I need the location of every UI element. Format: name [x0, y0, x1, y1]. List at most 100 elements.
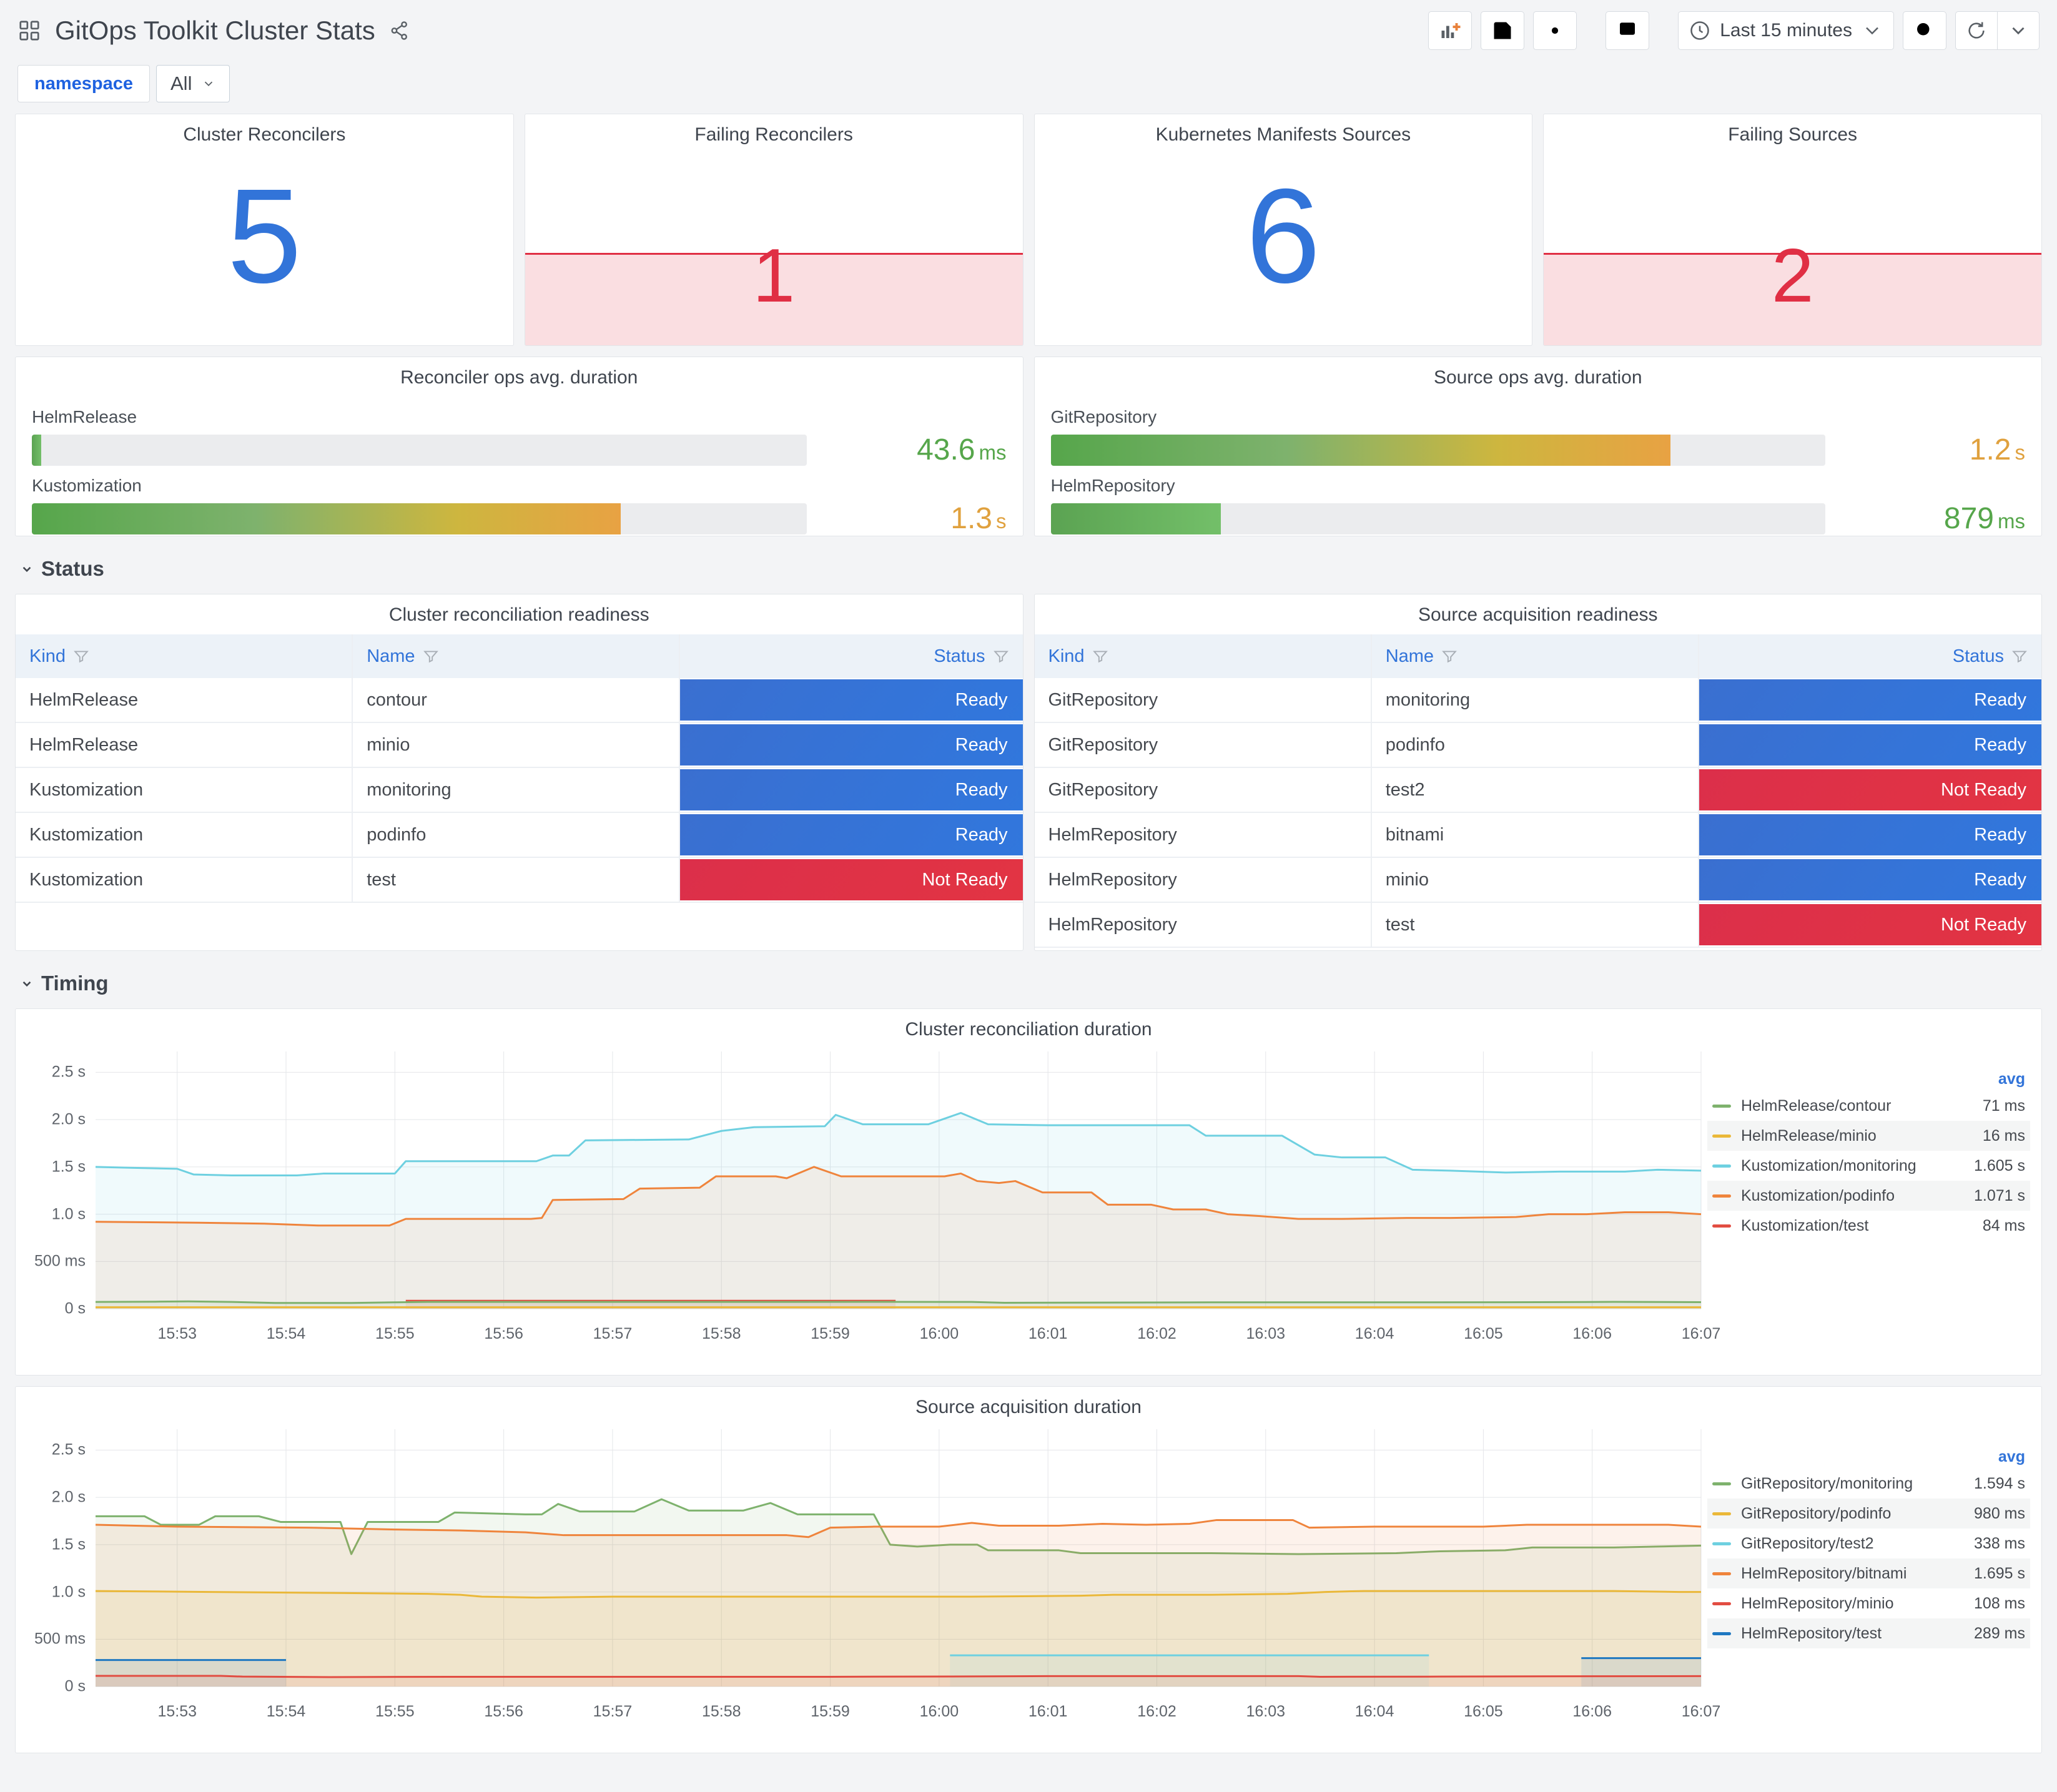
panel-title[interactable]: Cluster reconciliation readiness — [388, 604, 649, 625]
column-header-name[interactable]: Name — [1372, 634, 1699, 678]
filter-icon[interactable] — [993, 648, 1009, 664]
name-cell: podinfo — [353, 813, 681, 857]
filter-icon[interactable] — [2011, 648, 2028, 664]
legend-series-name[interactable]: HelmRepository/bitnami — [1741, 1564, 1907, 1582]
legend-avg-value: 980 ms — [1974, 1504, 2025, 1522]
y-tick-label: 500 ms — [34, 1630, 86, 1648]
legend-row[interactable]: GitRepository/monitoring 1.594 s — [1707, 1469, 2030, 1499]
legend-avg-header[interactable]: avg — [1998, 1070, 2025, 1088]
status-cell: Ready — [680, 723, 1023, 767]
refresh-button[interactable] — [1956, 12, 1997, 49]
time-series-plot[interactable] — [96, 1051, 1701, 1319]
panel-title[interactable]: Cluster Reconcilers — [183, 124, 346, 145]
legend-series-name[interactable]: GitRepository/monitoring — [1741, 1474, 1913, 1492]
filter-icon[interactable] — [1092, 648, 1108, 664]
x-tick-label: 15:58 — [701, 1325, 741, 1342]
column-header-kind[interactable]: Kind — [1035, 634, 1372, 678]
settings-button[interactable] — [1533, 11, 1577, 50]
x-tick-label: 16:05 — [1464, 1325, 1503, 1342]
filter-icon[interactable] — [423, 648, 439, 664]
panel-title[interactable]: Failing Sources — [1728, 124, 1857, 145]
section-row-status[interactable]: Status — [15, 547, 2042, 583]
time-picker-button[interactable]: Last 15 minutes — [1678, 11, 1894, 50]
legend-series-name[interactable]: Kustomization/monitoring — [1741, 1156, 1916, 1174]
legend-avg-value: 1.071 s — [1973, 1186, 2025, 1204]
legend-row[interactable]: GitRepository/test2 338 ms — [1707, 1529, 2030, 1558]
legend-row[interactable]: HelmRepository/bitnami 1.695 s — [1707, 1558, 2030, 1588]
legend-row[interactable]: HelmRepository/test 289 ms — [1707, 1618, 2030, 1648]
legend-avg-header[interactable]: avg — [1998, 1448, 2025, 1465]
tables-row: Cluster reconciliation readiness Kind Nam… — [15, 594, 2042, 951]
legend-row[interactable]: Kustomization/podinfo 1.071 s — [1707, 1181, 2030, 1211]
add-panel-button[interactable] — [1428, 11, 1472, 50]
y-tick-label: 1.5 s — [51, 1535, 86, 1553]
save-dashboard-button[interactable] — [1481, 11, 1525, 50]
namespace-variable-select[interactable]: All — [156, 65, 230, 102]
legend-row[interactable]: HelmRelease/minio 16 ms — [1707, 1121, 2030, 1151]
x-tick-label: 16:03 — [1246, 1325, 1286, 1342]
gauges-row: Reconciler ops avg. duration HelmRelease… — [15, 357, 2042, 536]
legend-swatch — [1712, 1512, 1731, 1515]
legend-row[interactable]: Kustomization/monitoring 1.605 s — [1707, 1151, 2030, 1181]
x-tick-label: 15:55 — [375, 1703, 415, 1720]
x-tick-label: 15:54 — [266, 1325, 306, 1342]
panel-title[interactable]: Kubernetes Manifests Sources — [1155, 124, 1411, 145]
legend-avg-value: 338 ms — [1974, 1534, 2025, 1552]
panel-title[interactable]: Failing Reconcilers — [694, 124, 853, 145]
legend-avg-value: 1.605 s — [1973, 1156, 2025, 1174]
status-badge: Not Ready — [1699, 904, 2041, 945]
y-tick-label: 500 ms — [34, 1252, 86, 1270]
series-line — [96, 1301, 1701, 1302]
panel-title[interactable]: Source ops avg. duration — [1433, 367, 1642, 388]
legend-row[interactable]: HelmRelease/contour 71 ms — [1707, 1091, 2030, 1121]
legend-series-name[interactable]: HelmRelease/contour — [1741, 1096, 1892, 1115]
filter-icon[interactable] — [73, 648, 89, 664]
x-tick-label: 16:01 — [1028, 1325, 1068, 1342]
table-row: GitRepository test2 Not Ready — [1034, 768, 2041, 813]
y-tick-label: 2.0 s — [51, 1110, 86, 1128]
stat-panel-failing-sources: Failing Sources 2 — [1543, 114, 2042, 346]
column-header-status[interactable]: Status — [680, 634, 1022, 678]
stat-value: 5 — [227, 160, 302, 311]
kind-cell: GitRepository — [1035, 678, 1372, 722]
legend-row[interactable]: GitRepository/podinfo 980 ms — [1707, 1499, 2030, 1529]
panel-title[interactable]: Reconciler ops avg. duration — [400, 367, 638, 388]
legend-series-name[interactable]: GitRepository/test2 — [1741, 1534, 1874, 1552]
legend-series-name[interactable]: GitRepository/podinfo — [1741, 1504, 1892, 1522]
dashboard-grid-icon[interactable] — [17, 19, 41, 42]
y-tick-label: 1.0 s — [51, 1205, 86, 1223]
legend-series-name[interactable]: HelmRepository/minio — [1741, 1594, 1894, 1612]
cycle-view-button[interactable] — [1606, 11, 1650, 50]
table-row: HelmRepository minio Ready — [1034, 858, 2041, 903]
legend-series-name[interactable]: HelmRelease/minio — [1741, 1126, 1877, 1145]
series-area — [96, 1499, 1701, 1687]
filter-icon[interactable] — [1441, 648, 1458, 664]
table-row: GitRepository podinfo Ready — [1034, 723, 2041, 768]
legend-series-name[interactable]: Kustomization/test — [1741, 1216, 1869, 1234]
table-body: Kind Name Status GitRepository monitoring Rea… — [1034, 634, 2041, 948]
stat-panel-kubernetes-manifests-sources: Kubernetes Manifests Sources 6 — [1033, 114, 1533, 346]
legend-swatch — [1712, 1632, 1731, 1635]
panel-title[interactable]: Source acquisition duration — [915, 1397, 1142, 1417]
share-icon[interactable] — [389, 20, 410, 41]
section-row-timing[interactable]: Timing — [15, 962, 2042, 998]
legend-series-name[interactable]: HelmRepository/test — [1741, 1624, 1882, 1642]
legend-swatch — [1712, 1194, 1731, 1198]
legend-series-name[interactable]: Kustomization/podinfo — [1741, 1186, 1895, 1204]
table-row: HelmRepository bitnami Ready — [1034, 813, 2041, 858]
x-tick-label: 16:01 — [1028, 1703, 1068, 1720]
x-tick-label: 15:53 — [157, 1703, 197, 1720]
panel-title[interactable]: Cluster reconciliation duration — [905, 1019, 1152, 1040]
legend-row[interactable]: HelmRepository/minio 108 ms — [1707, 1588, 2030, 1618]
panel-title[interactable]: Source acquisition readiness — [1418, 604, 1658, 625]
zoom-out-button[interactable] — [1903, 11, 1946, 50]
refresh-interval-dropdown[interactable] — [1997, 12, 2039, 49]
y-tick-label: 0 s — [64, 1299, 86, 1317]
legend-avg-value: 1.695 s — [1973, 1564, 2025, 1582]
column-header-kind[interactable]: Kind — [16, 634, 353, 678]
column-header-name[interactable]: Name — [353, 634, 681, 678]
column-header-status[interactable]: Status — [1699, 634, 2041, 678]
legend-row[interactable]: Kustomization/test 84 ms — [1707, 1211, 2030, 1241]
table-row: GitRepository monitoring Ready — [1034, 678, 2041, 723]
time-series-plot[interactable] — [96, 1429, 1701, 1696]
